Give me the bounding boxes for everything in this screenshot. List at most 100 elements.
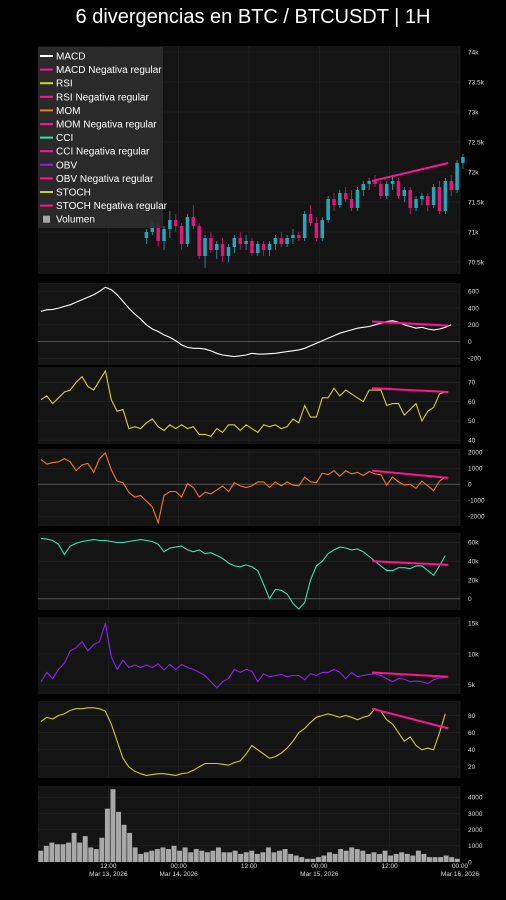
candle-body [332,199,336,205]
obv-y-tick: 15k [468,620,479,627]
rsi-y-tick: 70 [468,380,476,387]
price-y-tick: 73k [468,109,479,116]
legend-entry: OBV [56,160,77,171]
volume-bar [327,852,332,862]
volume-bar [227,852,233,862]
legend: MACD MACD Negativa regular RSI RSI Negativa… [38,47,168,228]
obv-y-tick: 10k [468,651,479,658]
candle-body [185,217,190,244]
candle-body [338,193,342,205]
volume-bar [332,853,338,862]
volume-bar [54,844,60,862]
volume-bar [426,857,432,862]
volume-bar [210,850,216,862]
candle-body [238,238,242,244]
candle-body [256,244,260,253]
volume-bar [166,849,171,862]
price-y-tick: 71k [468,229,479,236]
price-y-tick: 72.5k [468,139,485,146]
candle-body [414,199,418,208]
volume-bar [299,857,305,862]
volume-bar [132,847,138,862]
volume-bar [171,845,177,862]
legend-entry: RSI [56,79,73,90]
cci-panel: 0 20k 40k 60k [38,533,479,610]
rsi-line [40,369,446,437]
mom-panel: -2000 -1000 0 1000 2000 [38,449,485,526]
rsi-panel: 40 50 60 70 [38,367,476,444]
volume-bar [349,847,355,862]
candle-body [384,184,389,196]
candle-body [291,235,295,238]
volume-bar [365,853,371,862]
candle-body [355,190,360,208]
volume-bar [104,808,110,862]
candle-body [367,181,371,184]
macd-y-tick: 600 [468,289,479,296]
candle-body [449,181,453,190]
chart-title: 6 divergencias en BTC / BTCUSDT | 1H [75,6,431,28]
stoch-y-tick: 20 [468,764,476,771]
candle-body [179,226,184,244]
volume-y-tick: 2000 [468,827,483,834]
volume-bar [88,847,94,862]
candle-body [373,181,377,184]
price-y-tick: 71.5k [468,199,485,206]
obv-panel: 5k 10k 15k [38,617,479,694]
macd-y-tick: 400 [468,305,479,312]
candle-body [349,199,354,208]
volume-y-tick: 1000 [468,843,483,850]
mom-line [40,452,446,525]
obv-line [40,623,446,689]
candle-body [437,187,442,211]
volume-bar [149,850,155,862]
volume-bar [204,852,210,862]
volume-bar [443,855,449,862]
mom-y-tick: 2000 [468,450,483,457]
candle-body [426,196,430,205]
price-y-tick: 72k [468,169,479,176]
legend-entry: MACD Negativa regular [56,65,162,76]
volume-bar [315,857,321,862]
volume-bar [399,852,405,862]
legend-entry: CCI [56,133,73,144]
candle-body [250,241,254,253]
volume-bar [260,852,266,862]
candle-body [431,187,436,205]
price-y-tick: 74k [468,49,479,56]
candle-body [244,241,248,244]
volume-bar [249,850,255,862]
volume-bar [371,852,377,862]
volume-bar [143,852,149,862]
mom-divergence-line [371,469,449,479]
candle-body [173,220,178,226]
legend-swatch [43,215,50,223]
volume-bar [410,855,416,862]
x-date-label: Mar 13, 2026 [89,871,128,878]
x-tick-label: 00:00 [311,863,328,870]
x-date-label: Mar 15, 2026 [300,871,339,878]
candle-body [209,238,213,250]
candle-body [297,235,301,238]
volume-bar [154,849,160,862]
volume-bar [99,837,105,862]
candle-body [326,199,330,220]
legend-entry: OBV Negativa regular [56,174,154,185]
candle-body [396,181,401,196]
volume-bar [215,847,221,862]
volume-bar [304,858,310,862]
cci-y-tick: 40k [468,558,479,565]
obv-divergence-line [372,671,449,678]
volume-bar [449,857,455,862]
legend-entry: Volumen [56,215,95,226]
legend-entry: MACD [56,52,85,63]
volume-bar [43,845,49,862]
volume-y-tick: 4000 [468,795,483,802]
cci-y-tick: 60k [468,540,479,547]
volume-bar [454,858,460,862]
mom-y-tick: -1000 [468,498,485,505]
mom-y-tick: -2000 [468,514,485,521]
cci-y-tick: 0 [468,596,472,603]
volume-bar [360,850,366,862]
macd-y-tick: 0 [468,339,472,346]
